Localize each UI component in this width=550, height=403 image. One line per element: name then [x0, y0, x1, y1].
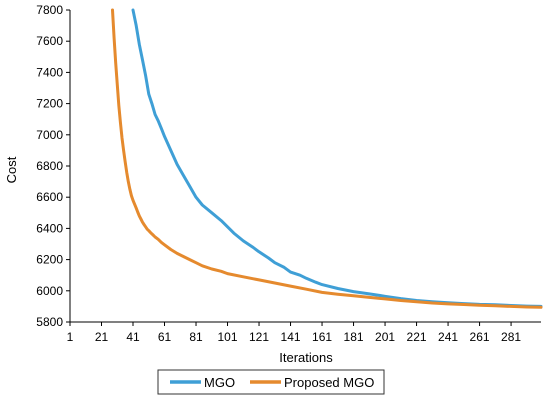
y-tick-label: 7000: [36, 128, 63, 142]
y-tick-label: 6400: [36, 221, 63, 235]
x-tick-label: 221: [407, 330, 427, 344]
y-tick-label: 6000: [36, 284, 63, 298]
x-tick-label: 1: [67, 330, 74, 344]
y-axis-title: Cost: [4, 156, 19, 183]
x-tick-label: 141: [281, 330, 301, 344]
legend-label-proposed-mgo: Proposed MGO: [284, 375, 374, 390]
x-tick-label: 61: [158, 330, 172, 344]
x-axis-title: Iterations: [279, 350, 333, 365]
y-tick-label: 5800: [36, 315, 63, 329]
y-tick-label: 7400: [36, 65, 63, 79]
x-tick-label: 181: [344, 330, 364, 344]
legend-label-mgo: MGO: [204, 375, 235, 390]
y-tick-label: 7200: [36, 97, 63, 111]
y-tick-label: 7800: [36, 3, 63, 17]
y-tick-label: 6200: [36, 253, 63, 267]
x-tick-label: 261: [470, 330, 490, 344]
x-tick-label: 121: [249, 330, 269, 344]
y-tick-label: 6800: [36, 159, 63, 173]
x-tick-label: 201: [375, 330, 395, 344]
ticks-layer: 5800 6000 6200 6400 6600 6800 7000 7200 7400 7600…: [36, 3, 521, 344]
y-tick-label: 6600: [36, 190, 63, 204]
legend: MGO Proposed MGO: [157, 369, 385, 395]
series-line-proposed-mgo: [111, 8, 543, 309]
x-tick-label: 241: [438, 330, 458, 344]
y-tick-label: 7600: [36, 34, 63, 48]
x-tick-label: 161: [312, 330, 332, 344]
x-tick-label: 101: [218, 330, 238, 344]
series-layer: [111, 8, 543, 309]
x-tick-label: 81: [189, 330, 203, 344]
x-tick-label: 281: [501, 330, 521, 344]
x-tick-label: 21: [95, 330, 109, 344]
x-tick-label: 41: [126, 330, 140, 344]
